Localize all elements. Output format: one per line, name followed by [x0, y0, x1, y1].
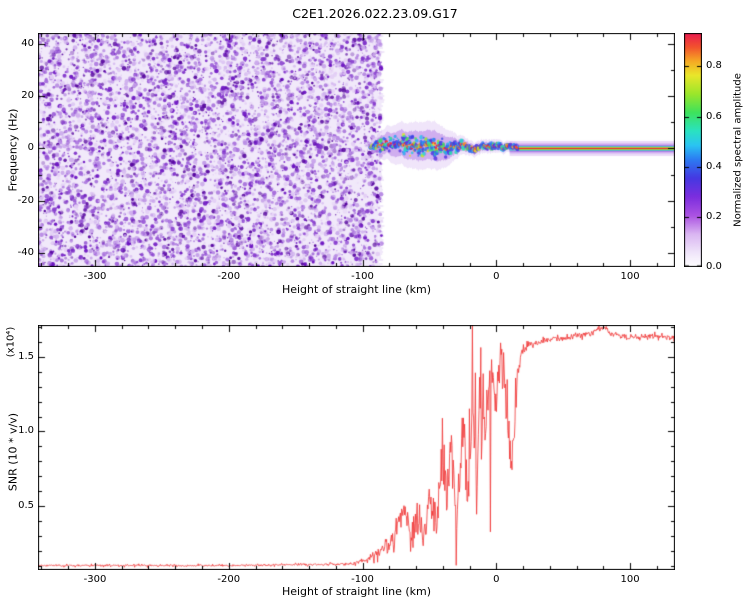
spec-ytick-label: 0	[27, 142, 34, 154]
spec-xtick-label: 0	[493, 271, 500, 282]
snr-ytick-label: 1.0	[18, 425, 34, 437]
snr-xtick-label: -200	[217, 574, 241, 585]
snr-x-axis-label: Height of straight line (km)	[281, 585, 432, 598]
spec-ytick-label: -20	[17, 194, 34, 206]
colorbar-label: Normalized spectral amplitude	[732, 73, 744, 227]
spec-xtick-label: -100	[351, 271, 374, 282]
snr-xtick-label: 100	[620, 574, 640, 585]
snr-xtick-label: -100	[351, 574, 374, 585]
colorbar-tick-label: 0.0	[706, 261, 722, 272]
snr-xtick-label: -300	[83, 574, 107, 585]
spec-xtick-label: -300	[83, 271, 107, 282]
spec-ytick-label: 20	[21, 90, 34, 102]
spec-xtick-label: -200	[217, 271, 241, 282]
snr-xtick-label: 0	[493, 574, 500, 585]
spec-ytick-label: -40	[17, 246, 34, 258]
spec-xtick-label: 100	[620, 271, 640, 282]
snr-ytick-label: 0.5	[18, 499, 34, 511]
colorbar-tick-label: 0.6	[706, 110, 722, 122]
colorbar-tick-label: 0.2	[706, 210, 722, 222]
figure-title: C2E1.2026.022.23.09.G17	[292, 6, 458, 21]
colorbar-tick-label: 0.8	[706, 60, 722, 72]
colorbar-canvas	[684, 33, 702, 267]
snr-canvas	[38, 325, 675, 570]
spectrogram-x-axis-label: Height of straight line (km)	[281, 283, 432, 296]
spec-ytick-label: 40	[21, 37, 34, 49]
colorbar-tick-label: 0.4	[706, 160, 722, 172]
spectrogram-canvas	[38, 33, 675, 267]
snr-ytick-label: 1.5	[18, 351, 34, 363]
